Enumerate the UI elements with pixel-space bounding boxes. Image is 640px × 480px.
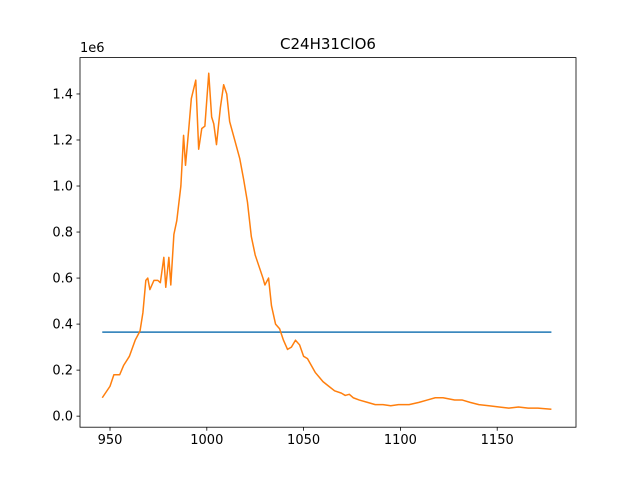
chart-title: C24H31ClO6 xyxy=(280,35,376,53)
y-tick-label: 0.0 xyxy=(52,410,73,425)
y-tick-label: 1.4 xyxy=(52,87,73,102)
x-tick-label: 1000 xyxy=(190,433,223,448)
series-line xyxy=(101,72,552,410)
y-tick-label: 1.0 xyxy=(52,180,73,195)
y-offset-label: 1e6 xyxy=(80,41,105,56)
y-tick-label: 0.8 xyxy=(52,226,73,241)
y-tick-label: 1.2 xyxy=(52,133,73,148)
y-tick-label: 0.2 xyxy=(52,364,73,379)
y-tick-label: 0.6 xyxy=(52,272,73,287)
x-tick-label: 1150 xyxy=(481,433,514,448)
x-tick-label: 1100 xyxy=(384,433,417,448)
axes-frame xyxy=(79,57,577,428)
x-tick-label: 950 xyxy=(98,433,123,448)
y-tick-label: 0.4 xyxy=(52,318,73,333)
x-tick-label: 1050 xyxy=(287,433,320,448)
